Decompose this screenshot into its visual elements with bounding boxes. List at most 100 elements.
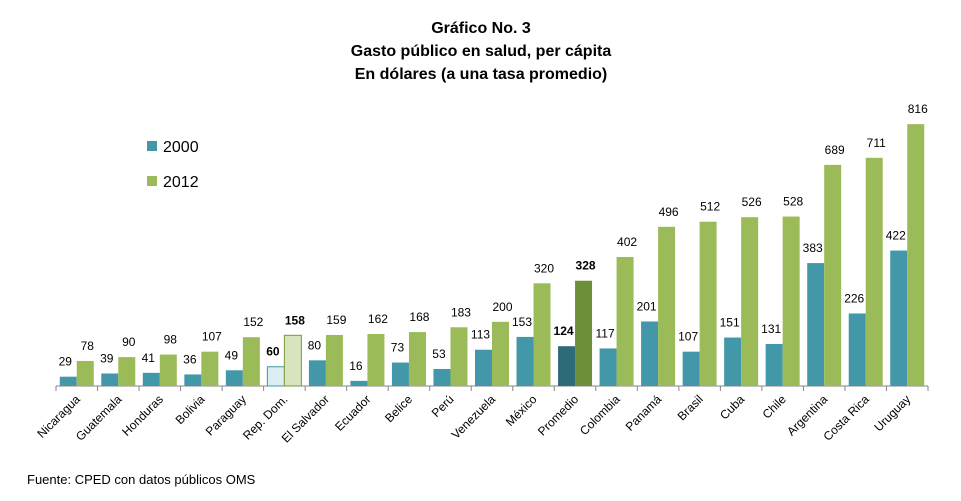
value-label-2000-peru: 53 [432,347,446,361]
category-label-ecuador: Ecuador [332,392,374,434]
bar-2000-venezuela [475,349,492,386]
value-label-2012-belice: 168 [409,310,429,324]
bar-2000-colombia [599,348,617,386]
bar-2012-guatemala [118,357,136,386]
bar-2012-costa-rica [865,157,883,386]
chart-subtitle-1: Gasto público en salud, per cápita [351,43,612,60]
value-label-2012-venezuela: 200 [492,300,512,314]
value-label-2012-brasil: 512 [700,200,720,214]
bar-2012-brasil [699,221,717,386]
value-label-2012-colombia: 402 [617,235,637,249]
value-label-2000-chile: 131 [761,322,781,336]
bar-2000-guatemala [101,373,119,386]
x-axis-ticks [55,386,929,391]
value-label-2000-bolivia: 36 [183,352,197,366]
bar-2012-mexico [533,283,551,386]
chart-title: Gráfico No. 3 [431,20,531,37]
bar-2012-peru [450,327,468,386]
value-label-2012-mexico: 320 [534,261,554,275]
bar-2012-el-salvador [325,334,343,386]
category-label-mexico: México [503,392,540,429]
bar-2000-rep-dom [266,366,285,387]
value-label-2012-promedio: 328 [576,259,596,273]
value-label-2012-paraguay: 152 [243,315,263,329]
value-label-2000-venezuela: 113 [471,328,490,342]
category-label-bolivia: Bolivia [173,392,208,427]
value-label-2012-uruguay: 816 [908,102,928,116]
category-label-guatemala: Guatemala [73,392,125,444]
value-label-2000-paraguay: 49 [225,348,239,362]
value-label-2012-chile: 528 [783,195,803,209]
value-label-2000-colombia: 117 [596,326,615,340]
bar-2000-belice [391,362,409,386]
value-label-2000-ecuador: 16 [349,359,363,373]
bar-2000-chile [765,343,783,386]
value-label-2012-peru: 183 [451,305,471,319]
value-label-2000-argentina: 383 [803,241,823,255]
value-label-2012-cuba: 526 [742,195,762,209]
bar-2000-bolivia [184,374,202,386]
category-label-peru: Perú [429,392,457,420]
value-label-2012-nicaragua: 78 [81,339,95,353]
category-label-cuba: Cuba [717,392,747,422]
category-label-brasil: Brasil [675,392,706,423]
source-note: Fuente: CPED con datos públicos OMS [27,472,256,487]
value-label-2000-honduras: 41 [142,351,156,365]
legend: 2000 2012 [147,139,199,191]
category-label-honduras: Honduras [119,392,166,439]
bar-2000-cuba [724,337,742,386]
bar-2012-ecuador [367,334,385,386]
value-label-2012-honduras: 98 [164,333,178,347]
bar-2000-panama [641,321,659,386]
value-label-2012-costa-rica: 711 [867,136,886,150]
value-label-2012-ecuador: 162 [368,312,388,326]
bar-2000-argentina [807,263,825,386]
bar-2012-honduras [159,354,177,386]
bar-2000-el-salvador [308,360,326,386]
bar-2000-costa-rica [848,313,866,386]
chart-subtitle-2: En dólares (a una tasa promedio) [355,66,608,83]
bar-2012-paraguay [242,337,260,386]
value-label-2000-promedio: 124 [554,324,574,338]
value-label-2000-guatemala: 39 [100,351,114,365]
value-label-2000-belice: 73 [391,341,405,355]
bar-2012-cuba [741,217,759,386]
category-label-venezuela: Venezuela [449,392,499,442]
value-label-2012-bolivia: 107 [202,330,222,344]
value-label-2000-uruguay: 422 [886,229,906,243]
bar-2000-ecuador [350,380,368,386]
value-label-2000-costa-rica: 226 [844,291,864,305]
bar-2012-argentina [824,164,842,386]
value-label-2012-argentina: 689 [825,143,845,157]
category-label-promedio: Promedio [535,392,581,438]
bar-2012-colombia [616,256,634,386]
value-label-2000-brasil: 107 [678,330,698,344]
bar-2000-mexico [516,336,534,386]
bar-2012-panama [658,226,676,386]
legend-label-2012: 2012 [163,174,199,191]
value-label-2000-panama: 201 [637,299,657,313]
value-label-2012-guatemala: 90 [122,335,136,349]
bar-2000-brasil [682,351,700,386]
value-label-2000-el-salvador: 80 [308,338,322,352]
legend-label-2000: 2000 [163,139,199,156]
category-label-costa-rica: Costa Rica [820,392,872,444]
bar-2012-nicaragua [76,360,94,386]
legend-swatch-2012 [147,176,157,186]
bar-2012-uruguay [907,124,925,386]
category-label-chile: Chile [760,392,789,421]
bar-2012-bolivia [201,351,219,386]
bar-2000-honduras [142,372,160,386]
value-label-2000-mexico: 153 [512,315,532,329]
value-label-2000-nicaragua: 29 [59,355,73,369]
category-label-uruguay: Uruguay [871,392,913,434]
value-label-2000-rep-dom: 60 [266,345,280,359]
bar-2012-rep-dom [283,334,302,387]
category-label-panama: Panamá [623,392,665,434]
bar-2012-promedio [575,280,593,386]
legend-swatch-2000 [147,141,157,151]
value-label-2000-cuba: 151 [720,316,740,330]
bar-2000-promedio [558,346,576,386]
